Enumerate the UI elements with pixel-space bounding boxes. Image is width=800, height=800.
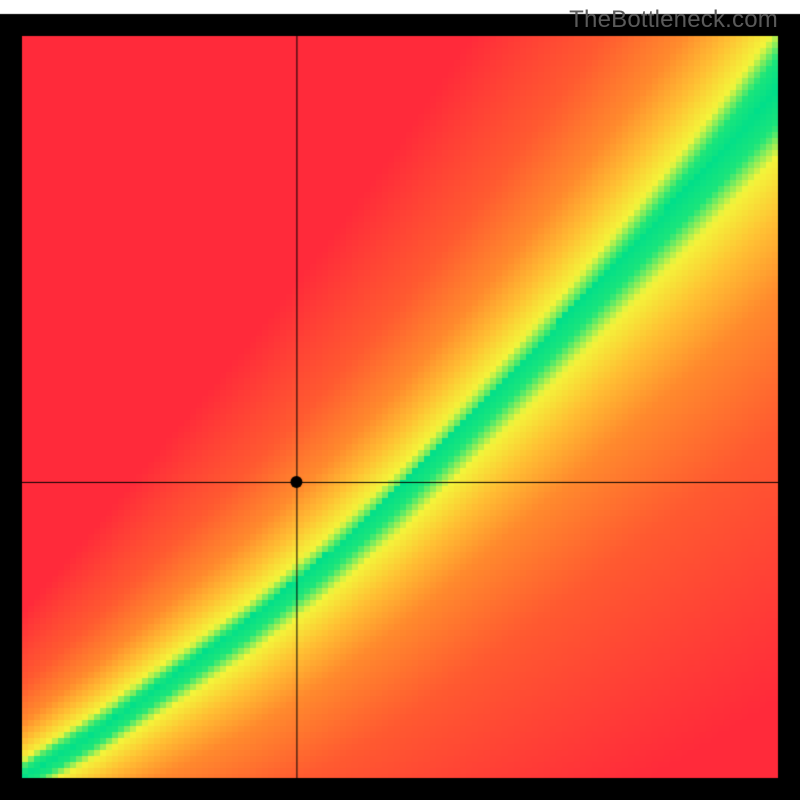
- watermark-text: TheBottleneck.com: [569, 6, 778, 34]
- chart-container: TheBottleneck.com: [0, 0, 800, 800]
- bottleneck-heatmap: [0, 0, 800, 800]
